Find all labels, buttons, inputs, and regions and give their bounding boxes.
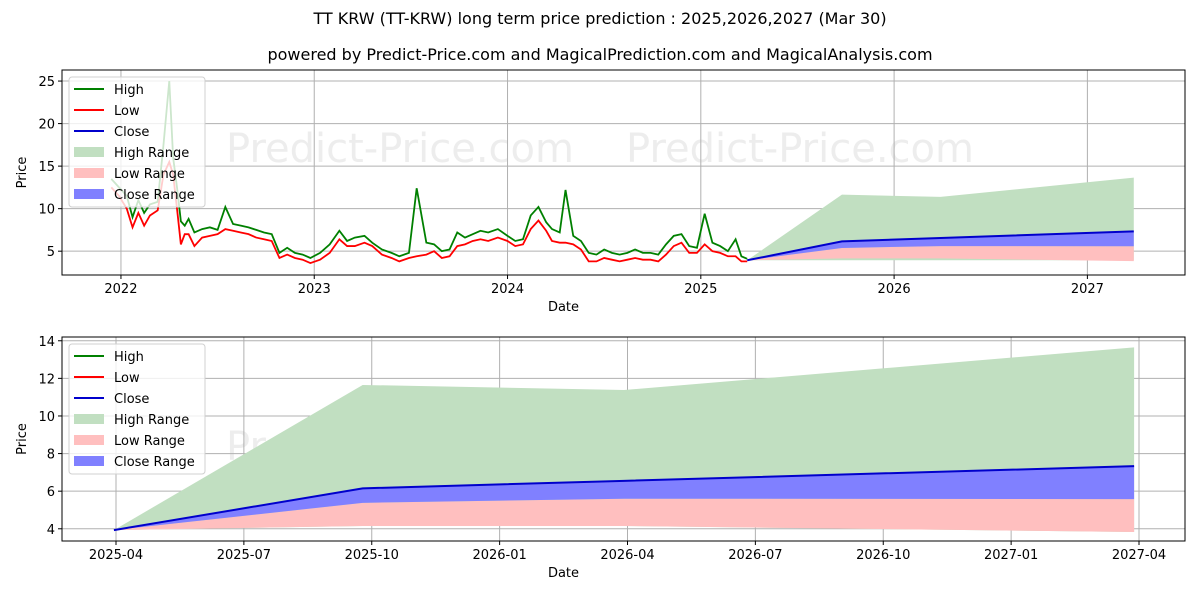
low-line — [110, 159, 748, 265]
y-tick-label: 6 — [47, 485, 55, 500]
x-tick-label: 2026-04 — [600, 548, 654, 563]
legend-swatch-patch — [74, 147, 104, 157]
watermark-text: Predict-Price.com — [226, 126, 574, 172]
top-chart: Predict-Price.com Predict-Price.com Predic… — [15, 69, 1186, 323]
y-tick-label: 8 — [47, 448, 55, 463]
y-tick-label: 15 — [38, 160, 55, 175]
x-axis-label: Date — [548, 300, 579, 315]
close-range-band — [747, 231, 1134, 261]
legend-label: Low — [114, 104, 140, 119]
y-axis-label: Price — [15, 423, 30, 455]
legend-label: High — [114, 83, 144, 98]
watermark-text: Predict-Price.com — [626, 277, 974, 323]
x-tick-label: 2027 — [1071, 282, 1104, 297]
x-tick-label: 2026 — [878, 282, 911, 297]
close-line — [113, 465, 1135, 532]
chart-subtitle: powered by Predict-Price.com and Magical… — [267, 45, 933, 64]
y-tick-label: 14 — [38, 335, 55, 350]
y-tick-label: 12 — [38, 372, 55, 387]
high-line — [110, 80, 748, 260]
x-tick-label: 2026-01 — [472, 548, 526, 563]
watermark-text: Predict-Price.com — [626, 126, 974, 172]
legend-label: Close Range — [114, 188, 195, 203]
y-tick-label: 4 — [47, 523, 55, 538]
x-axis-label: Date — [548, 566, 579, 581]
x-tick-label: 2027-04 — [1112, 548, 1166, 563]
legend-label: Close — [114, 125, 149, 140]
legend-label: High Range — [114, 413, 189, 428]
legend-label: Low — [114, 371, 140, 386]
x-tick-label: 2025 — [684, 282, 717, 297]
legend: High Low Close High Range Low Range Close Ran… — [68, 343, 206, 475]
x-tick-label: 2026-07 — [728, 548, 782, 563]
y-tick-label: 10 — [38, 203, 55, 218]
legend-label: High — [114, 350, 144, 365]
x-tick-label: 2026-10 — [856, 548, 910, 563]
x-tick-label: 2024 — [491, 282, 524, 297]
x-tick-label: 2025-04 — [89, 548, 143, 563]
y-axis-label: Price — [15, 157, 30, 189]
y-tick-label: 25 — [38, 75, 55, 90]
x-tick-label: 2023 — [298, 282, 331, 297]
y-tick-label: 5 — [47, 245, 55, 260]
legend-label: High Range — [114, 146, 189, 161]
axes-frame — [61, 336, 1186, 542]
low-range-band — [747, 246, 1134, 262]
legend-label: Low Range — [114, 434, 185, 449]
legend-swatch-patch — [74, 189, 104, 199]
legend-label: Close — [114, 392, 149, 407]
x-tick-label: 2025-07 — [217, 548, 271, 563]
legend: High Low Close High Range Low Range Close Ran… — [68, 76, 206, 208]
legend-swatch-patch — [74, 414, 104, 424]
close-range-band — [113, 466, 1135, 531]
legend-swatch-patch — [74, 168, 104, 178]
legend-swatch-patch — [74, 435, 104, 445]
close-line — [747, 230, 1134, 262]
chart-title: TT KRW (TT-KRW) long term price predicti… — [313, 9, 887, 28]
x-tick-label: 2025-10 — [345, 548, 399, 563]
y-tick-label: 10 — [38, 410, 55, 425]
low-range-band — [113, 498, 1135, 532]
legend-label: Low Range — [114, 167, 185, 182]
axes-frame — [61, 69, 1186, 276]
y-tick-label: 20 — [38, 118, 55, 133]
plot-area: Predict-Price.com Predict-Price.com Predic… — [62, 70, 1185, 323]
legend-label: Close Range — [114, 455, 195, 470]
legend-swatch-patch — [74, 456, 104, 466]
x-tick-label: 2022 — [104, 282, 137, 297]
x-tick-label: 2027-01 — [984, 548, 1038, 563]
